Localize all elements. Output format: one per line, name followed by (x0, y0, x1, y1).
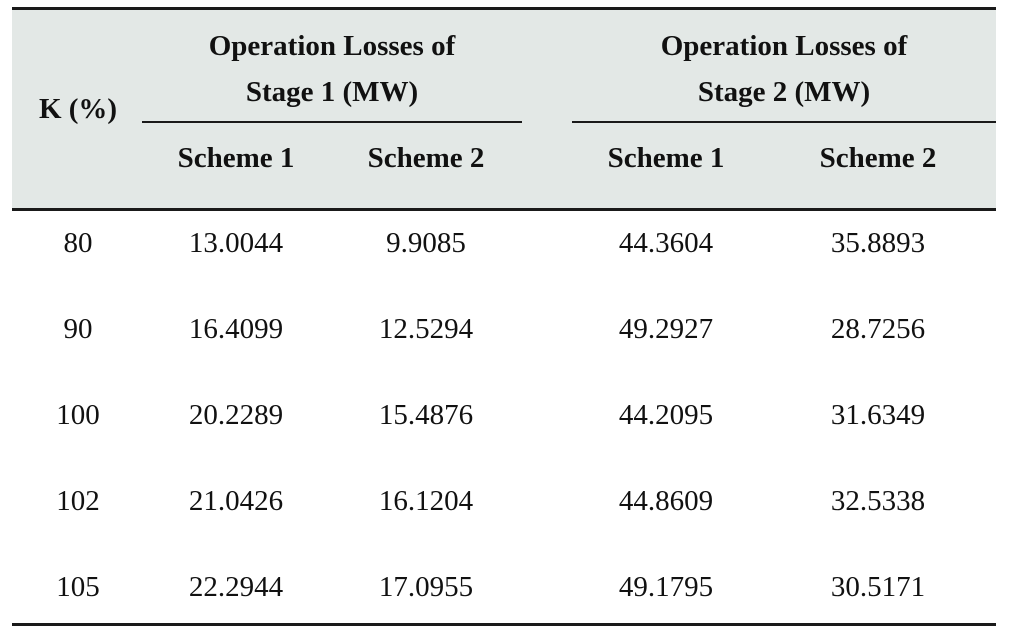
stage2-scheme1-cell: 44.2095 (618, 399, 714, 431)
stage1-scheme1-cell: 13.0044 (188, 227, 284, 259)
stage2-group-header: Operation Losses of Stage 2 (MW) (572, 23, 996, 115)
stage2-scheme2-cell: 30.5171 (830, 571, 926, 603)
stage2-scheme2-cell: 28.7256 (830, 313, 926, 345)
k-value-cell: 90 (63, 313, 93, 345)
stage2-group-rule (572, 121, 996, 123)
k-value-cell: 100 (56, 399, 100, 431)
table-row: 102 21.0426 16.1204 44.8609 32.5338 (12, 472, 996, 558)
stage2-scheme2-cell: 35.8893 (830, 227, 926, 259)
data-table: K (%) Operation Losses of Stage 1 (MW) O… (12, 7, 996, 626)
stage2-scheme2-cell: 31.6349 (830, 399, 926, 431)
k-value-cell: 105 (56, 571, 100, 603)
table-row: 105 22.2944 17.0955 49.1795 30.5171 (12, 558, 996, 644)
stage1-header-line1: Operation Losses of (208, 30, 456, 62)
stage1-scheme1-cell: 21.0426 (188, 485, 284, 517)
stage1-header-line2: Stage 1 (MW) (245, 76, 419, 108)
stage1-scheme2-cell: 15.4876 (378, 399, 474, 431)
stage2-header-line2: Stage 2 (MW) (697, 76, 871, 108)
k-column-header: K (%) (38, 93, 118, 125)
stage1-scheme2-cell: 16.1204 (378, 485, 474, 517)
stage2-scheme2-cell: 32.5338 (830, 485, 926, 517)
stage1-scheme1-header: Scheme 1 (177, 142, 295, 174)
stage2-scheme1-cell: 44.8609 (618, 485, 714, 517)
stage1-scheme1-cell: 20.2289 (188, 399, 284, 431)
k-value-cell: 80 (63, 227, 93, 259)
stage2-scheme2-header: Scheme 2 (819, 142, 937, 174)
stage2-scheme1-header: Scheme 1 (607, 142, 725, 174)
stage1-group-rule (142, 121, 522, 123)
stage2-scheme1-cell: 49.1795 (618, 571, 714, 603)
table-row: 100 20.2289 15.4876 44.2095 31.6349 (12, 386, 996, 472)
stage1-scheme2-header: Scheme 2 (367, 142, 485, 174)
stage2-scheme1-cell: 49.2927 (618, 313, 714, 345)
stage2-scheme1-cell: 44.3604 (618, 227, 714, 259)
stage2-header-line1: Operation Losses of (660, 30, 908, 62)
stage1-scheme2-cell: 9.9085 (386, 227, 466, 259)
stage1-group-header: Operation Losses of Stage 1 (MW) (142, 23, 522, 115)
table-row: 80 13.0044 9.9085 44.3604 35.8893 (12, 214, 996, 300)
stage1-scheme1-cell: 16.4099 (188, 313, 284, 345)
table-bottom-rule (12, 623, 996, 626)
table-header-rule (12, 208, 996, 211)
stage1-scheme2-cell: 12.5294 (378, 313, 474, 345)
table-top-rule (12, 7, 996, 10)
table-header (12, 10, 996, 208)
table-row: 90 16.4099 12.5294 49.2927 28.7256 (12, 300, 996, 386)
stage1-scheme2-cell: 17.0955 (378, 571, 474, 603)
k-value-cell: 102 (56, 485, 100, 517)
stage1-scheme1-cell: 22.2944 (188, 571, 284, 603)
